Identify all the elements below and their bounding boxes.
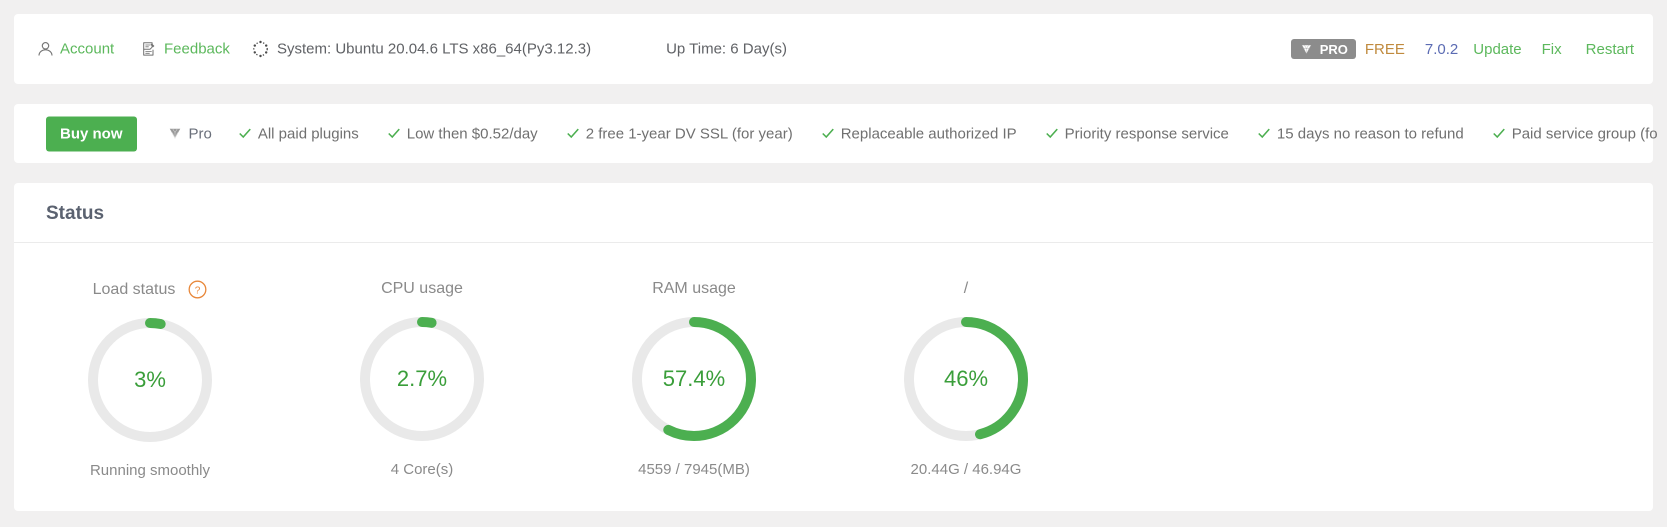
svg-text:?: ? xyxy=(195,286,201,297)
